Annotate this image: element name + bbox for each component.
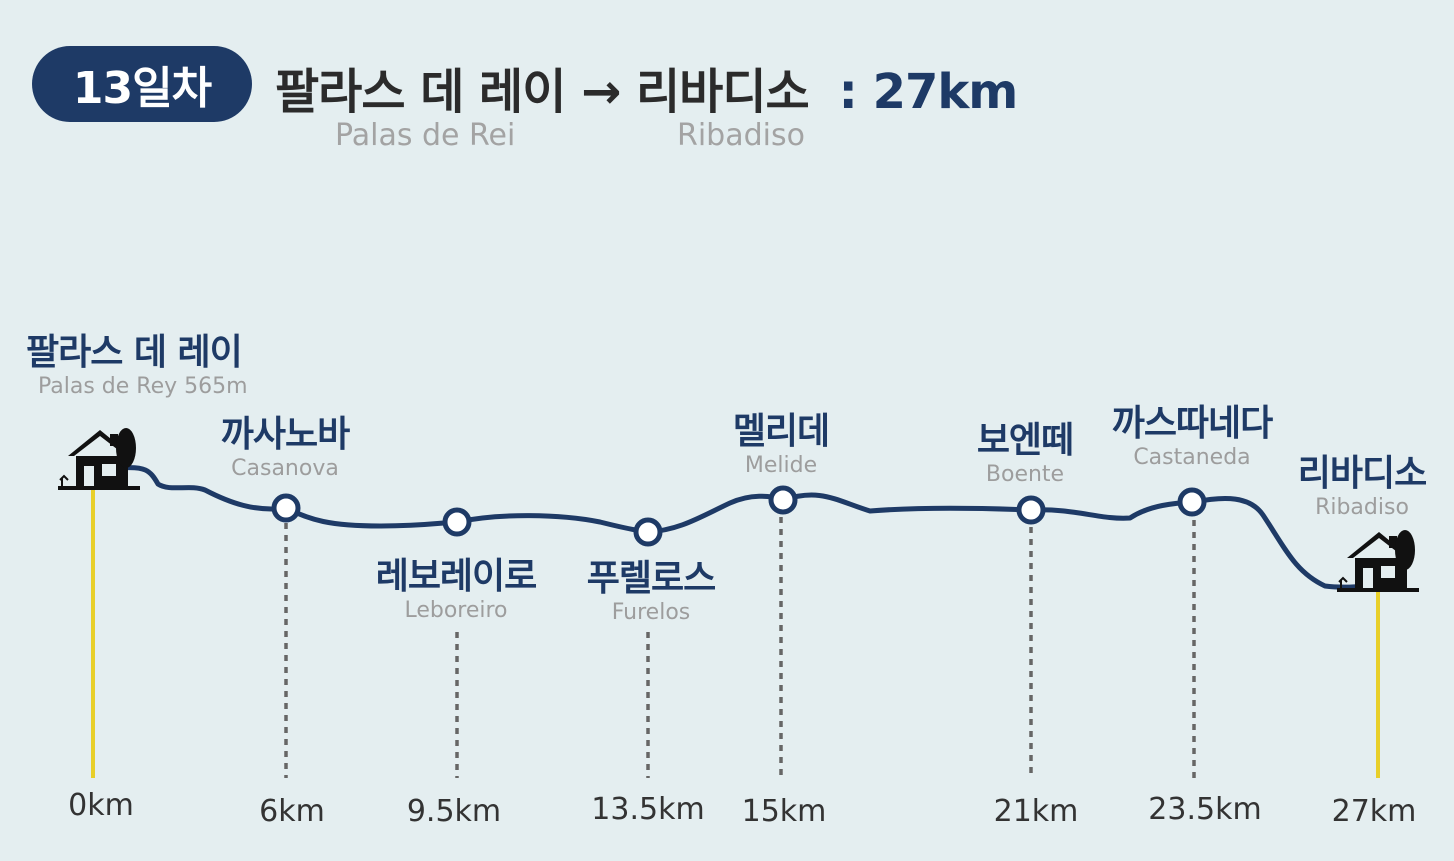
km-label: 23.5km [1148,792,1262,827]
stop-name-en: Castaneda [1133,445,1251,470]
route-distance: : 27km [838,64,1019,120]
circle-marker-icon [768,485,798,515]
stop-name-ko: 레보레이로 [375,556,538,597]
stop-name-en: Ribadiso [1315,495,1409,520]
km-label: 13.5km [591,792,705,827]
stop-name-en: Palas de Rey 565m [38,374,248,399]
stop-label-melide: 멜리데 Melide [732,411,830,479]
route-line [117,465,1373,590]
stop-name-en: Leboreiro [404,598,508,623]
route-title-text: 팔라스 데 레이 → 리바디소 [275,64,810,120]
km-label: 0km [68,788,134,823]
stop-label-ribadiso: 리바디소 Ribadiso [1297,453,1427,521]
km-label: 9.5km [406,794,502,829]
km-label: 27km [1331,794,1417,829]
circle-marker-icon [1016,495,1046,525]
route-title: 팔라스 데 레이 → 리바디소 : 27km [275,52,1019,122]
stop-label-casanova: 까사노바 Casanova [220,414,350,482]
to-subtitle: Ribadiso [677,118,805,153]
stop-name-ko: 멜리데 [732,411,830,452]
circle-marker-icon [442,507,472,537]
km-label: 6km [259,794,325,829]
waypoint-markers [271,485,1207,547]
house-tree-icon [58,428,140,490]
stop-label-boente: 보엔떼 Boente [976,420,1074,488]
from-subtitle: Palas de Rei [335,118,516,153]
circle-marker-icon [271,493,301,523]
stop-name-ko: 보엔떼 [976,420,1074,461]
stop-name-en: Boente [985,462,1065,487]
stop-label-palas: 팔라스 데 레이 Palas de Rey 565m [26,332,248,400]
circle-marker-icon [1177,487,1207,517]
circle-marker-icon [633,517,663,547]
stop-name-ko: 까사노바 [220,414,350,455]
stop-label-castaneda: 까스따네다 Castaneda [1111,403,1274,471]
day-badge: 13일차 [32,46,252,122]
stop-label-furelos: 푸렐로스 Furelos [586,558,716,626]
stop-name-ko: 팔라스 데 레이 [26,332,243,373]
house-tree-icon [1337,530,1419,592]
stop-name-ko: 까스따네다 [1111,403,1274,444]
km-label: 15km [741,794,827,829]
stop-name-ko: 리바디소 [1297,453,1427,494]
guide-lines [91,482,1380,778]
stop-label-leboreiro: 레보레이로 Leboreiro [375,556,538,624]
stop-name-en: Melide [744,453,818,478]
stop-name-en: Furelos [611,600,691,625]
km-label: 21km [993,794,1079,829]
stop-name-ko: 푸렐로스 [586,558,716,599]
stop-name-en: Casanova [231,456,339,481]
